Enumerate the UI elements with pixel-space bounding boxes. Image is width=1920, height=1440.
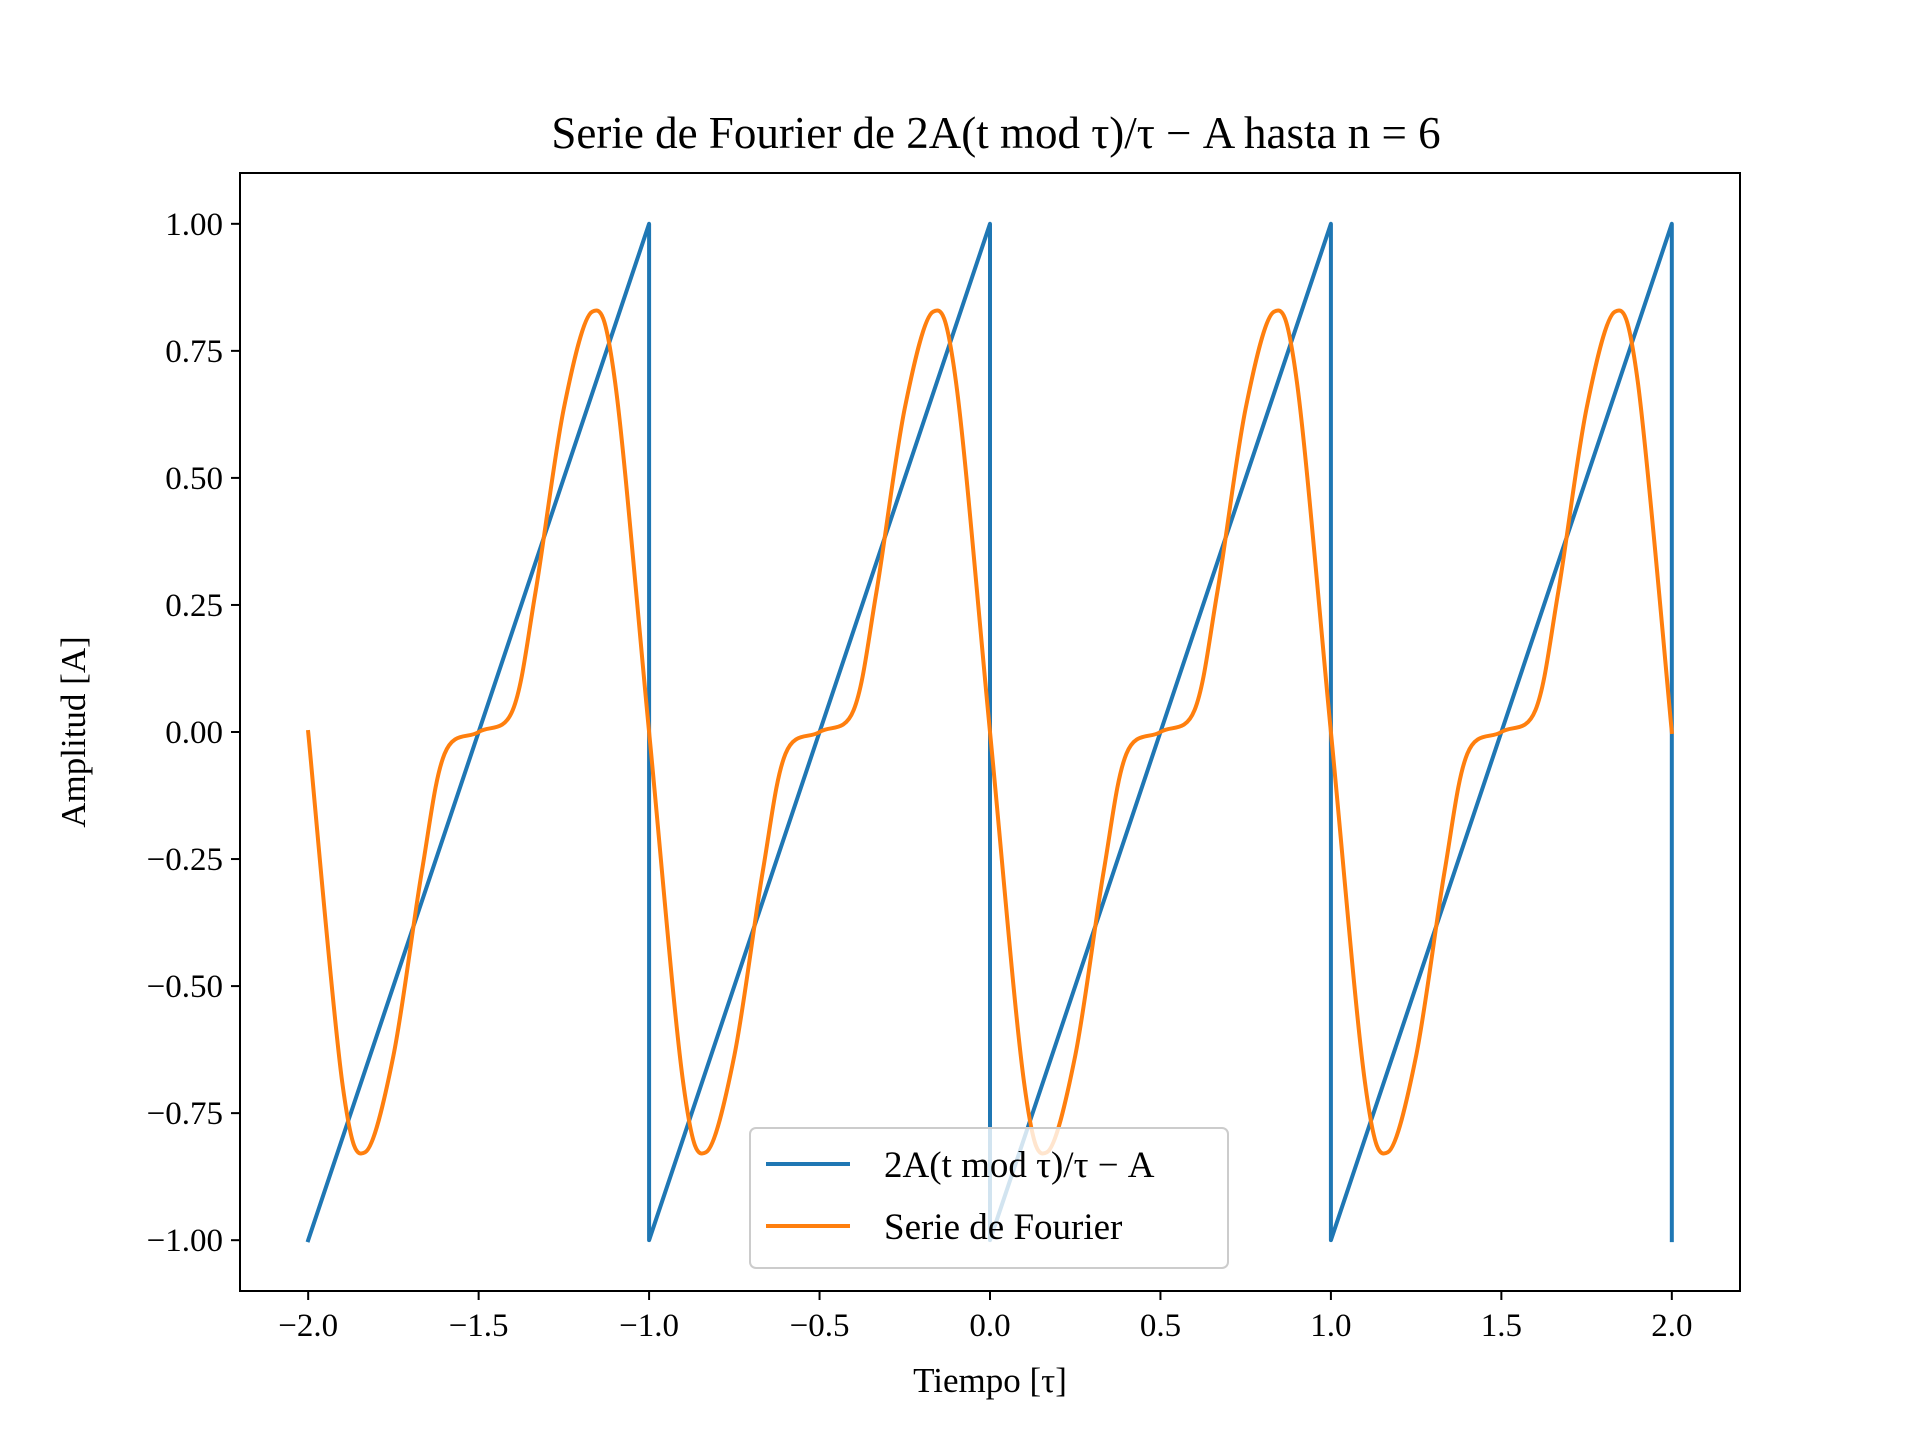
y-axis-label: Amplitud [A] [54, 636, 93, 828]
x-tick-label: 1.5 [1481, 1308, 1522, 1344]
y-tick-label: 0.50 [165, 461, 223, 497]
x-tick-label: 2.0 [1651, 1308, 1692, 1344]
y-tick-label: −0.50 [147, 969, 223, 1005]
legend-label-series-2: Serie de Fourier [884, 1207, 1122, 1248]
x-tick-label: −1.0 [619, 1308, 679, 1344]
y-tick-label: −0.75 [147, 1096, 223, 1132]
x-tick-label: 0.0 [969, 1308, 1010, 1344]
x-tick-label: −2.0 [278, 1308, 338, 1344]
y-tick-label: 1.00 [165, 207, 223, 243]
legend-label-series-1: 2A(t mod τ)/τ − A [884, 1145, 1155, 1186]
y-tick-label: 0.75 [165, 334, 223, 370]
legend-box [749, 1127, 1229, 1269]
x-tick-label: −0.5 [790, 1308, 850, 1344]
x-axis-label: Tiempo [τ] [913, 1361, 1067, 1400]
series-line-2 [305, 308, 1675, 1156]
y-tick-label: 0.25 [165, 588, 223, 624]
y-tick-label: −0.25 [147, 842, 223, 878]
y-tick-label: −1.00 [147, 1223, 223, 1259]
plot-frame [239, 172, 1741, 1292]
x-tick-label: −1.5 [449, 1308, 509, 1344]
x-tick-label: 1.0 [1310, 1308, 1351, 1344]
axis-ticks: −2.0 −1.5 −1.0 −0.5 0.0 0.5 1.0 1.5 2.0 1.00 0.75 0… [147, 207, 1693, 1344]
x-tick-label: 0.5 [1140, 1308, 1181, 1344]
y-tick-label: 0.00 [165, 715, 223, 751]
chart-title: Serie de Fourier de 2A(t mod τ)/τ − A ha… [551, 108, 1440, 158]
legend: 2A(t mod τ)/τ − A Serie de Fourier [749, 1127, 1229, 1269]
